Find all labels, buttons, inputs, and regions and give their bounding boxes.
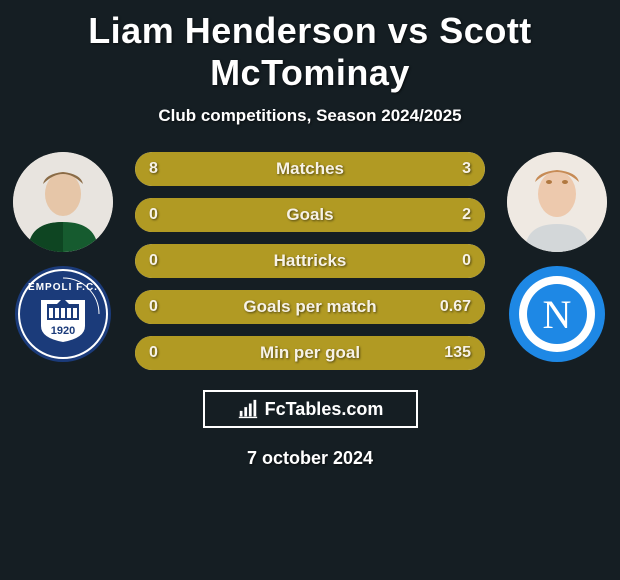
subtitle: Club competitions, Season 2024/2025: [0, 106, 620, 126]
svg-text:1920: 1920: [51, 325, 75, 337]
stat-label: Goals: [135, 198, 485, 232]
left-player-column: EMPOLI F.C. 1920: [8, 152, 118, 364]
bar-chart-icon: [237, 398, 259, 420]
avatar-placeholder-icon: [507, 152, 607, 252]
stat-label: Min per goal: [135, 336, 485, 370]
stat-label: Goals per match: [135, 290, 485, 324]
right-player-column: N: [502, 152, 612, 364]
stat-row: 00.67Goals per match: [135, 290, 485, 324]
empoli-badge-icon: EMPOLI F.C. 1920: [13, 264, 113, 364]
right-player-avatar: [507, 152, 607, 252]
left-club-badge: EMPOLI F.C. 1920: [13, 264, 113, 364]
napoli-badge-icon: N: [507, 264, 607, 364]
stat-label: Hattricks: [135, 244, 485, 278]
watermark-text: FcTables.com: [265, 399, 384, 420]
stat-row: 0135Min per goal: [135, 336, 485, 370]
left-player-avatar: [13, 152, 113, 252]
avatar-placeholder-icon: [13, 152, 113, 252]
stat-row: 02Goals: [135, 198, 485, 232]
svg-text:EMPOLI F.C.: EMPOLI F.C.: [28, 282, 98, 293]
page-title: Liam Henderson vs Scott McTominay: [0, 0, 620, 94]
date-label: 7 october 2024: [0, 448, 620, 469]
stat-label: Matches: [135, 152, 485, 186]
right-club-badge: N: [507, 264, 607, 364]
stat-row: 00Hattricks: [135, 244, 485, 278]
stat-bars: 83Matches 02Goals 00Hattricks 00.67Goals pe…: [135, 152, 485, 370]
comparison-content: EMPOLI F.C. 1920: [0, 152, 620, 370]
stat-row: 83Matches: [135, 152, 485, 186]
watermark: FcTables.com: [203, 390, 418, 428]
svg-text:N: N: [543, 292, 572, 337]
